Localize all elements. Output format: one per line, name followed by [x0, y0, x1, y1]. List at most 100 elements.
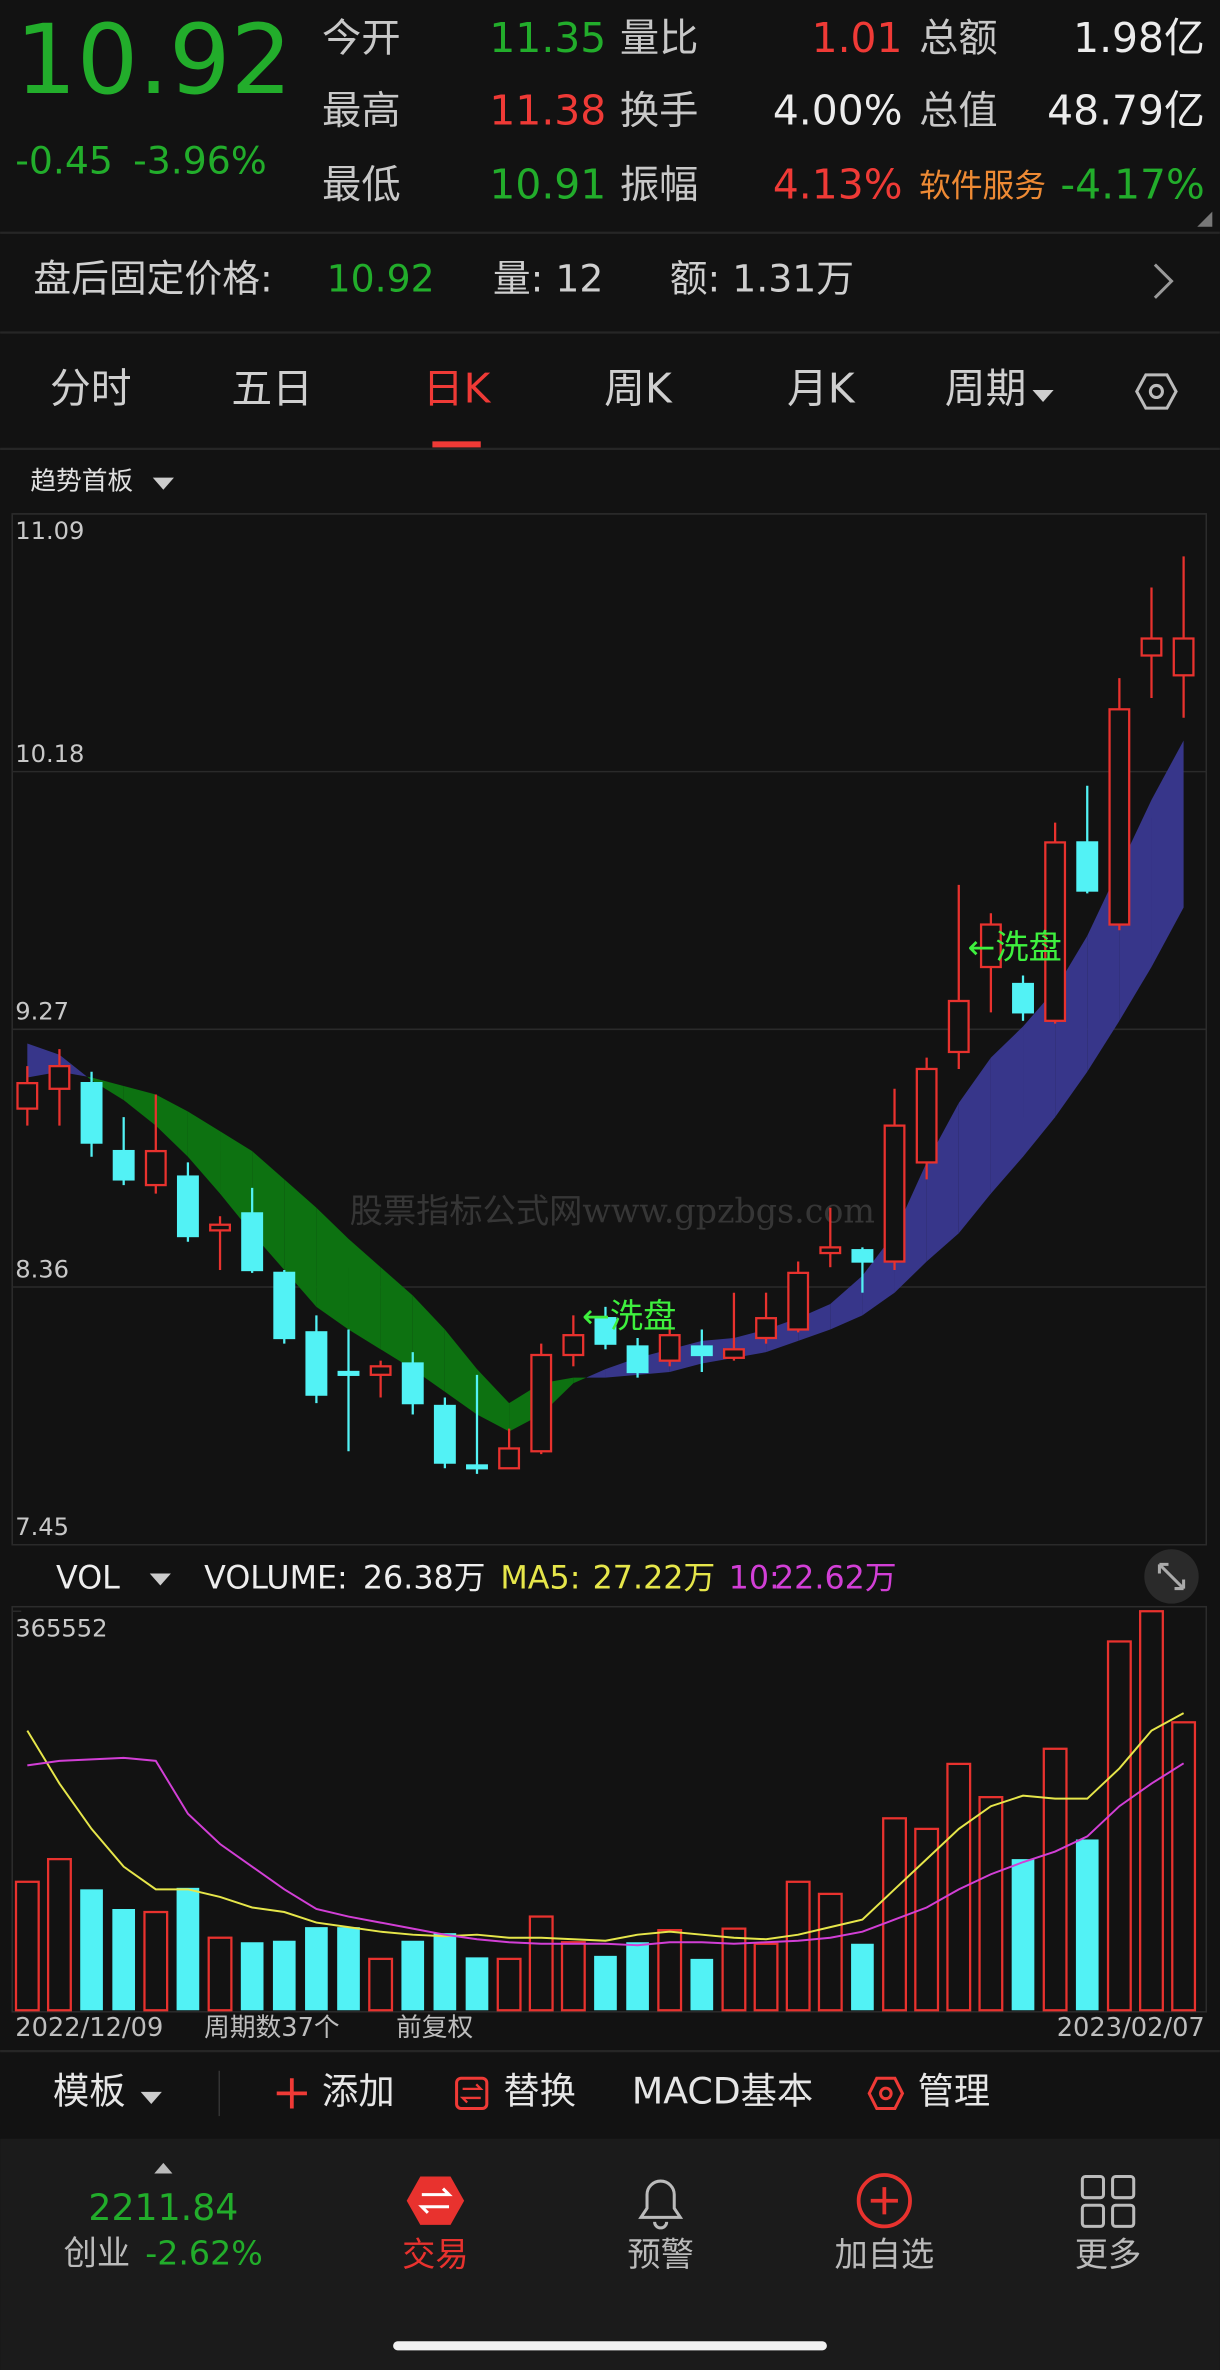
band-segment	[187, 1111, 221, 1194]
candle-body	[658, 1334, 681, 1362]
price-plot: 7.45 8.36 9.27 10.18 11.09 股票指标公式网www.gpzbgs.…	[12, 513, 1207, 1546]
stat-value: 11.35	[489, 14, 606, 62]
stat-value: 1.98亿	[1073, 14, 1205, 62]
indicator-name[interactable]: 趋势首板	[30, 467, 133, 497]
volume-bar	[657, 1929, 683, 2012]
tab[interactable]: 五日	[231, 364, 313, 412]
tab[interactable]: 分时	[50, 364, 132, 412]
candle-body	[722, 1348, 745, 1359]
candle-body	[209, 1223, 231, 1232]
tab[interactable]: 月K	[787, 364, 856, 412]
vol-value: 26.38万	[363, 1560, 486, 1596]
stat-value: 11.38	[489, 86, 606, 134]
nav-item[interactable]: 交易	[402, 2235, 469, 2274]
vol-indicator[interactable]: VOL	[56, 1560, 120, 1596]
toolbar-item[interactable]: 替换	[503, 2069, 576, 2112]
index-value[interactable]: 2211.84	[88, 2186, 238, 2229]
band-segment	[123, 1085, 156, 1126]
volume-bar	[851, 1943, 874, 2011]
candle-body	[498, 1447, 521, 1470]
stat-label: 最低	[322, 163, 401, 208]
watermark: 股票指标公式网www.gpzbgs.com	[350, 1192, 875, 1231]
volume-bar	[1139, 1610, 1164, 2012]
band-segment	[830, 1275, 863, 1330]
stat-label: 总值	[919, 89, 998, 134]
band-segment	[476, 1369, 510, 1432]
stat-label: 最高	[322, 89, 401, 134]
toolbar-item[interactable]: 管理	[918, 2069, 991, 2112]
index-name: 创业	[64, 2234, 131, 2273]
watchlist-icon	[856, 2173, 912, 2229]
candle-body	[1140, 637, 1163, 657]
volume-bar	[753, 1942, 779, 2012]
candle-body	[883, 1124, 906, 1263]
volume-bar	[946, 1762, 972, 2012]
ma-line	[26, 1712, 1185, 1942]
sector-change: -4.17%	[1060, 160, 1204, 208]
volume-bar	[143, 1910, 169, 2012]
volume-bar	[626, 1942, 649, 2011]
candle-body	[16, 1081, 39, 1110]
volume-bar	[1171, 1721, 1197, 2012]
alert-icon	[638, 2179, 684, 2230]
settings-icon-dot	[1148, 383, 1164, 400]
x-axis-label: 周期数37个	[204, 2013, 339, 2043]
candle-body	[915, 1067, 938, 1164]
band-segment	[316, 1207, 349, 1330]
candle-body	[369, 1365, 392, 1376]
candle-body	[48, 1064, 71, 1090]
trade-icon	[406, 2176, 465, 2225]
volume-bar	[305, 1927, 328, 2011]
toolbar-item[interactable]: 模板	[53, 2069, 126, 2112]
toolbar-item[interactable]: MACD基本	[632, 2069, 813, 2112]
tab-active[interactable]: 日K	[423, 364, 492, 412]
y-tick-label: 7.45	[15, 1513, 69, 1541]
volume-bar	[496, 1957, 522, 2012]
candle-body	[851, 1249, 874, 1263]
candle-body	[626, 1345, 649, 1374]
annotation: ←洗盘	[967, 928, 1061, 967]
volume-bar	[914, 1827, 940, 2012]
dropdown-arrow	[152, 477, 174, 490]
stat-value: 48.79亿	[1047, 86, 1205, 134]
chevron[interactable]	[1153, 263, 1174, 299]
candle-body	[1044, 841, 1067, 1022]
candle-body	[1108, 708, 1131, 926]
volume-bar	[272, 1940, 296, 2011]
volume-bar	[594, 1955, 617, 2011]
candle-body	[1012, 982, 1034, 1014]
tab[interactable]: 周期	[945, 364, 1027, 412]
candle-body	[80, 1081, 103, 1144]
band-segment	[798, 1304, 831, 1341]
sector-name[interactable]: 软件服务	[919, 168, 1046, 204]
y-tick-label: 9.27	[15, 998, 69, 1026]
volume-bar	[112, 1908, 136, 2011]
nav-item[interactable]: 加自选	[834, 2235, 934, 2274]
settings-icon[interactable]	[1135, 373, 1178, 410]
change-pct: -3.96%	[133, 139, 267, 183]
volume-bar	[721, 1927, 747, 2012]
nav-item[interactable]: 更多	[1075, 2235, 1142, 2274]
band-segment	[1151, 740, 1184, 968]
band-segment	[380, 1267, 413, 1370]
volume-bar	[785, 1880, 811, 2012]
ma-line	[27, 1756, 1185, 1947]
stat-label: 振幅	[620, 163, 699, 208]
annotation: ←洗盘	[582, 1297, 676, 1336]
volume-bar	[337, 1927, 360, 2011]
after-hours-price: 10.92	[327, 257, 435, 301]
stat-label: 换手	[620, 89, 699, 134]
stat-label: 总额	[919, 16, 998, 61]
candle-body	[241, 1212, 264, 1272]
stat-value: 1.01	[812, 14, 903, 62]
nav-item[interactable]: 预警	[627, 2235, 694, 2274]
volume-plot: 365552 2022/12/09 周期数37个 前复权 2023/02/07	[12, 1610, 1205, 2043]
band-segment	[155, 1094, 188, 1157]
trade-icon-arrows	[418, 2187, 453, 2214]
after-hours-label: 盘后固定价格:	[33, 257, 272, 301]
candle-body	[1076, 841, 1099, 892]
tab[interactable]: 周K	[604, 364, 673, 412]
stat-value: 4.13%	[773, 160, 903, 208]
toolbar-item[interactable]: 添加	[322, 2069, 395, 2112]
volume-bar	[176, 1887, 200, 2011]
